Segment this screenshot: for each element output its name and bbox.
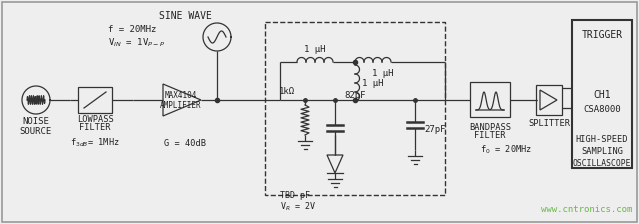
Text: SPLITTER: SPLITTER bbox=[528, 119, 570, 129]
Text: AMPLIFIER: AMPLIFIER bbox=[160, 101, 202, 110]
Text: OSCILLASCOPE: OSCILLASCOPE bbox=[573, 159, 631, 168]
Text: CSA8000: CSA8000 bbox=[583, 106, 621, 114]
Text: SOURCE: SOURCE bbox=[20, 127, 52, 136]
Text: f$_{3dB}$= 1MHz: f$_{3dB}$= 1MHz bbox=[70, 137, 120, 149]
Text: G = 40dB: G = 40dB bbox=[164, 138, 206, 147]
Text: NOISE: NOISE bbox=[22, 118, 49, 127]
Text: LOWPASS: LOWPASS bbox=[77, 116, 113, 125]
Text: SINE WAVE: SINE WAVE bbox=[158, 11, 212, 21]
Text: 27pF: 27pF bbox=[424, 125, 446, 134]
Text: V$_R$ = 2V: V$_R$ = 2V bbox=[280, 201, 316, 213]
Text: V$_{IN}$ = 1V$_{P-P}$: V$_{IN}$ = 1V$_{P-P}$ bbox=[108, 37, 165, 49]
Text: BANDPASS: BANDPASS bbox=[469, 123, 511, 131]
Text: FILTER: FILTER bbox=[474, 131, 505, 140]
Text: f$_0$ = 20MHz: f$_0$ = 20MHz bbox=[480, 144, 532, 156]
Text: TBD pF: TBD pF bbox=[280, 190, 310, 200]
Bar bbox=[78, 87, 112, 113]
Bar bbox=[572, 20, 632, 168]
Text: 1 μH: 1 μH bbox=[373, 69, 394, 78]
Text: www.cntronics.com: www.cntronics.com bbox=[541, 205, 632, 215]
Text: 1 μH: 1 μH bbox=[362, 78, 384, 88]
Text: FILTER: FILTER bbox=[79, 123, 111, 133]
Text: TRIGGER: TRIGGER bbox=[581, 30, 622, 40]
Bar bbox=[470, 82, 510, 118]
Bar bbox=[265, 22, 445, 195]
Text: CH1: CH1 bbox=[593, 90, 611, 100]
Text: HIGH-SPEED: HIGH-SPEED bbox=[576, 136, 628, 144]
Text: MAX4104: MAX4104 bbox=[165, 90, 197, 99]
Text: SAMPLING: SAMPLING bbox=[581, 147, 623, 157]
Text: 1 μH: 1 μH bbox=[304, 45, 326, 54]
Text: f = 20MHz: f = 20MHz bbox=[108, 26, 157, 34]
Text: 1kΩ: 1kΩ bbox=[279, 88, 295, 97]
Bar bbox=[536, 85, 562, 115]
Text: 82pF: 82pF bbox=[344, 90, 366, 99]
